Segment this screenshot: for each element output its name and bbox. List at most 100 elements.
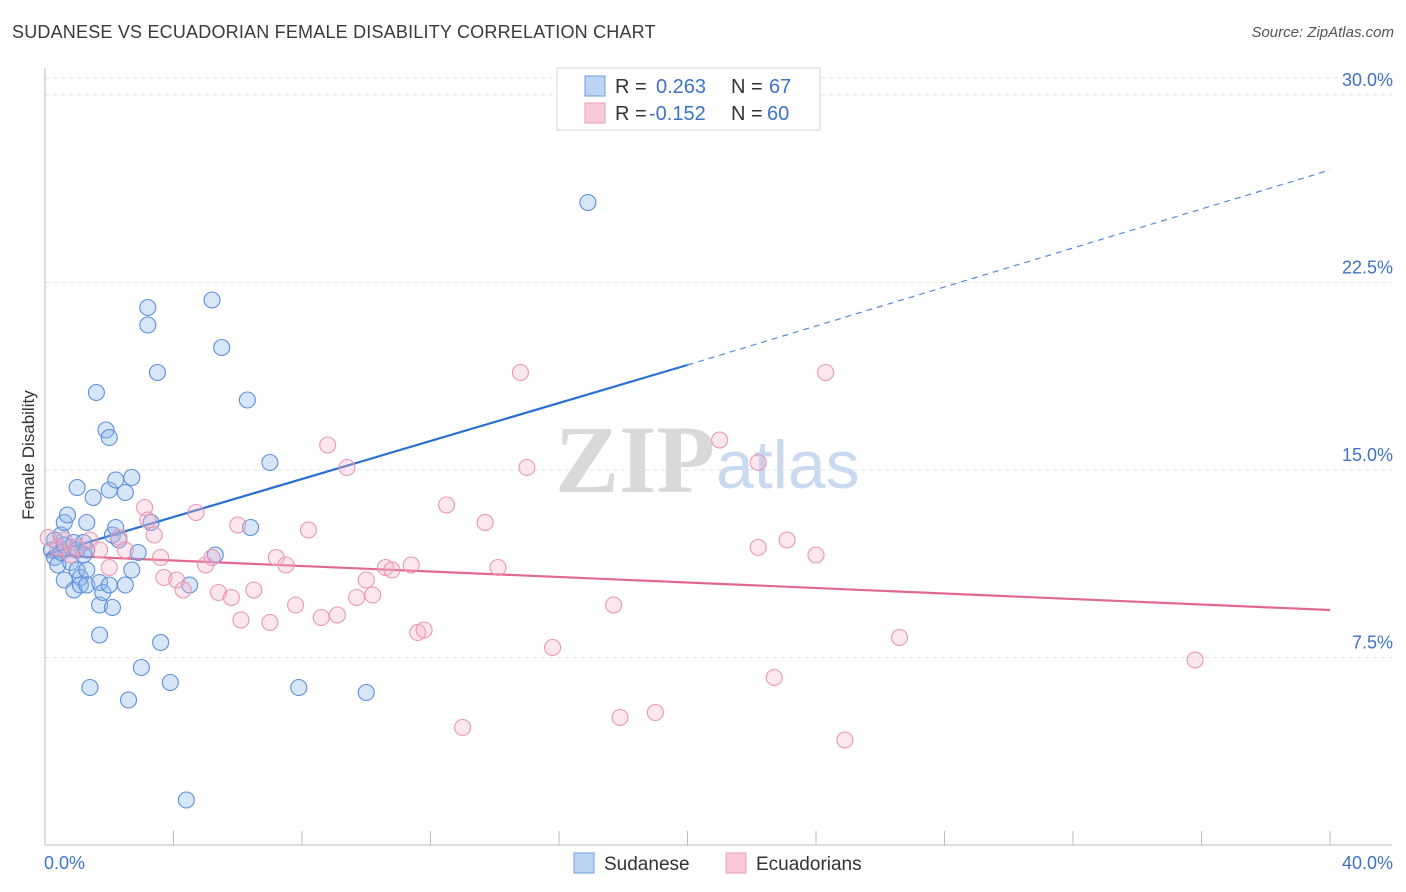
sudanese-point — [161, 673, 179, 692]
sudanese-point — [123, 468, 141, 487]
legend-r-value: -0.152 — [649, 103, 706, 125]
gridlines — [45, 77, 1392, 658]
ecuadorians-point — [454, 718, 472, 737]
ecuadorians-point — [749, 538, 767, 557]
ecuadorians-point — [438, 496, 456, 514]
data-points — [39, 193, 1204, 809]
ecuadorians-point — [511, 363, 530, 382]
sudanese-point — [78, 541, 96, 559]
legend-swatch-sudanese — [584, 75, 606, 97]
legend-r-label: R = — [615, 103, 647, 125]
sudanese-point — [152, 633, 170, 652]
tick-labels: 7.5% 15.0% 22.5% 30.0% 0.0% 40.0% — [44, 70, 1393, 873]
legend-bottom-swatch-sudanese — [573, 852, 595, 874]
legend-swatch-ecuadorians — [584, 102, 606, 124]
sudanese-trendline — [44, 363, 688, 557]
sudanese-point — [203, 291, 221, 309]
ecuadorians-point — [319, 436, 337, 454]
ecuadorians-point — [611, 708, 629, 727]
chart-title: SUDANESE VS ECUADORIAN FEMALE DISABILITY… — [12, 22, 656, 42]
sudanese-point — [177, 791, 195, 809]
ecuadorians-point — [383, 561, 401, 579]
watermark-atlas: atlas — [716, 427, 860, 503]
ecuadorians-point — [348, 588, 366, 607]
sudanese-point — [116, 483, 134, 502]
sudanese-point — [87, 383, 105, 402]
sudanese-point — [84, 488, 102, 507]
y-axis-label: Female Disability — [19, 390, 38, 520]
x-tick-label: 40.0% — [1342, 853, 1393, 873]
ecuadorians-point — [55, 531, 73, 549]
sudanese-point — [116, 576, 134, 594]
ecuadorians-point — [778, 531, 796, 549]
ecuadorians-point — [605, 596, 623, 614]
trendlines — [44, 169, 1331, 612]
ecuadorians-point — [338, 458, 356, 477]
ecuadorians-point — [328, 606, 346, 624]
ecuadorians-point — [312, 608, 330, 627]
ecuadorians-point — [402, 556, 420, 574]
legend-r-value: 0.263 — [656, 76, 706, 98]
ecuadorians-point — [836, 731, 854, 749]
sudanese-point — [78, 576, 96, 594]
legend-bottom-label: Ecuadorians — [756, 854, 862, 875]
legend-n-label: N = — [731, 103, 763, 125]
legend-n-value: 60 — [767, 103, 789, 125]
sudanese-point — [213, 338, 231, 357]
source-label: Source: ZipAtlas.com — [1251, 24, 1394, 41]
y-tick-label: 7.5% — [1352, 633, 1393, 653]
ecuadorians-point — [187, 503, 205, 522]
ecuadorians-point — [155, 568, 173, 587]
ecuadorians-point — [544, 638, 562, 657]
watermark-zip: ZIP — [555, 406, 715, 513]
legend-bottom: Sudanese Ecuadorians — [573, 852, 862, 875]
ecuadorians-point — [168, 571, 186, 589]
ecuadorians-point — [817, 363, 835, 382]
ecuadorians-point — [68, 538, 86, 557]
sudanese-point — [68, 478, 86, 497]
legend-bottom-swatch-ecuadorians — [725, 852, 747, 874]
ecuadorians-point — [203, 548, 221, 567]
sudanese-point — [132, 658, 150, 677]
ecuadorians-point — [646, 703, 664, 722]
ecuadorians-point — [209, 583, 228, 602]
ecuadorians-point — [100, 558, 118, 577]
sudanese-point — [91, 573, 109, 592]
x-tick-label: 0.0% — [44, 853, 85, 873]
legend-top: R = 0.263 N = 67 R = -0.152 N = 60 — [556, 67, 821, 131]
sudanese-point — [81, 678, 99, 697]
ecuadorians-point — [277, 556, 295, 574]
sudanese-point — [290, 678, 308, 697]
ecuadorians-point — [145, 526, 163, 544]
legend-r-label: R = — [615, 76, 647, 98]
ecuadorians-point — [749, 453, 767, 472]
ecuadorians-point — [139, 511, 157, 529]
legend-n-value: 67 — [769, 76, 791, 98]
ecuadorians-point — [222, 588, 240, 607]
ecuadorians-point — [91, 541, 109, 559]
sudanese-point — [261, 453, 279, 472]
axes — [44, 68, 1392, 846]
y-tick-label: 15.0% — [1342, 445, 1393, 465]
ecuadorians-point — [299, 521, 317, 539]
ecuadorians-point — [890, 628, 909, 647]
ecuadorians-point — [1186, 651, 1204, 669]
ecuadorians-point — [765, 668, 783, 687]
ecuadorians-point — [518, 458, 536, 477]
sudanese-point — [119, 691, 138, 709]
ecuadorians-point — [415, 621, 433, 639]
sudanese-trendline-extension — [687, 169, 1331, 366]
sudanese-point — [100, 428, 118, 447]
sudanese-point — [58, 506, 77, 524]
ecuadorians-point — [116, 541, 134, 559]
sudanese-point — [129, 543, 147, 562]
ecuadorians-point — [229, 516, 247, 534]
legend-bottom-label: Sudanese — [604, 854, 690, 875]
y-tick-label: 30.0% — [1342, 70, 1393, 90]
sudanese-point — [123, 561, 141, 579]
ecuadorians-point — [476, 513, 494, 532]
sudanese-point — [139, 316, 157, 334]
sudanese-point — [357, 683, 375, 702]
sudanese-point — [78, 561, 96, 579]
